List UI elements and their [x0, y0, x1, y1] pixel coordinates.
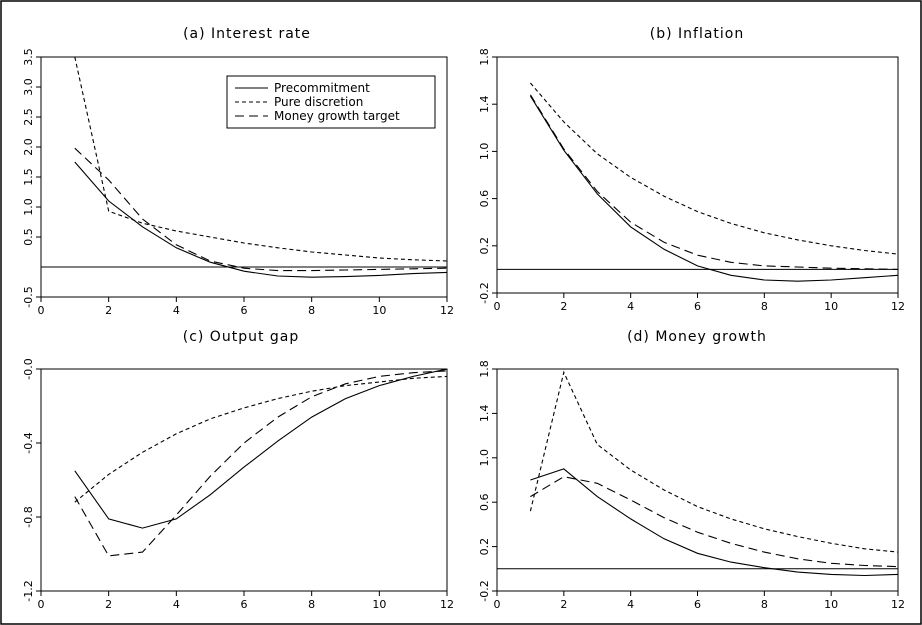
panel-c-ytick-0-0-label: -0.0 [22, 358, 35, 379]
panel-d-xtick-label-10: 10 [824, 598, 838, 611]
panel-a-ytick-1-0-label: 1.0 [22, 198, 35, 216]
panel-d-xtick-label-12: 12 [891, 598, 905, 611]
panel-a-xtick-label-6: 6 [241, 304, 248, 317]
panel-b-ytick-0-6-label: 0.6 [478, 190, 491, 208]
legend-box [226, 75, 436, 129]
panel-b-title: (b) Inflation [650, 26, 744, 42]
panel-a-series-money-growth-target [74, 147, 447, 272]
panel-a-ytick-2-0-label: 2.0 [22, 138, 35, 156]
panel-b-xtick-label-12: 12 [891, 300, 905, 313]
legend-label-money-growth-target: Money growth target [274, 109, 400, 123]
panel-d-ytick-1-4-label: 1.4 [478, 405, 491, 423]
panel-d-ytick-1-8-label: 1.8 [478, 360, 491, 378]
panel-d-ytick-0-2-label: -0.2 [478, 580, 491, 601]
panel-c-title: (c) Output gap [183, 329, 300, 345]
panel-a-xtick-label-0: 0 [38, 304, 45, 317]
panel-a-ytick-3-0-label: 3.0 [22, 78, 35, 96]
panel-c-xtick-label-6: 6 [241, 598, 248, 611]
panel-d-ytick-0-2-label: 0.2 [478, 538, 491, 556]
legend: Precommitment Pure discretion Money grow… [226, 75, 436, 129]
panel-c-xtick-label-10: 10 [372, 598, 386, 611]
panel-c-ytick-0-8-label: -0.8 [22, 506, 35, 527]
panel-d-xtick-label-8: 8 [761, 598, 768, 611]
panel-a-plot: 0 2 4 6 8 10 12 -0.5 0.5 1.0 1.5 2.0 2.5 3.0 3.5 [22, 48, 454, 317]
panel-b-xtick-label-4: 4 [627, 300, 634, 313]
panel-b-xtick-label-10: 10 [824, 300, 838, 313]
panel-c-xtick-label-0: 0 [38, 598, 45, 611]
panel-a: (a) Interest rate 0 2 4 6 8 10 12 -0.5 0.5 1.0 1.5… [22, 26, 454, 317]
panel-b: (b) Inflation 0 2 4 6 8 10 12 -0.2 0.2 0.6 1.0 1.4 1… [478, 26, 905, 313]
panel-b-xtick-label-8: 8 [761, 300, 768, 313]
panel-a-ytick-2-5-label: 2.5 [22, 108, 35, 126]
panel-b-ytick-0-2-label: -0.2 [478, 282, 491, 303]
panel-c-xtick-label-2: 2 [105, 598, 112, 611]
panel-c: (c) Output gap 0 2 4 6 8 10 12 -1.2 -0.8 -0.4 -0.0 [22, 329, 454, 611]
panel-b-xtick-label-6: 6 [694, 300, 701, 313]
panel-c-series-pure-discretion [74, 375, 447, 503]
panel-d-xtick-label-2: 2 [560, 598, 567, 611]
panel-d-xtick-label-0: 0 [494, 598, 501, 611]
panel-d-series-precommitment [530, 468, 898, 577]
panel-b-ytick-0-2-label: 0.2 [478, 237, 491, 255]
panel-b-xtick-label-2: 2 [560, 300, 567, 313]
legend-label-precommitment: Precommitment [274, 81, 370, 95]
panel-b-series-pure-discretion [529, 82, 898, 255]
panel-a-xtick-label-12: 12 [440, 304, 454, 317]
panel-a-ytick-3-5-label: 3.5 [22, 48, 35, 66]
panel-d-series-pure-discretion [529, 370, 898, 553]
panel-c-plot: 0 2 4 6 8 10 12 -1.2 -0.8 -0.4 -0.0 [22, 358, 454, 611]
panel-d-plot: 0 2 4 6 8 10 12 -0.2 0.2 0.6 1.0 1.4 1.8 [478, 360, 905, 611]
panel-c-xtick-label-4: 4 [173, 598, 180, 611]
panel-a-xtick-label-4: 4 [173, 304, 180, 317]
panel-c-ytick-1-2-label: -1.2 [22, 580, 35, 601]
panel-c-ytick-0-4-label: -0.4 [22, 432, 35, 453]
panel-a-ytick-0-5-label: -0.5 [22, 286, 35, 307]
panel-d-xtick-label-6: 6 [694, 598, 701, 611]
panel-d-ytick-0-6-label: 0.6 [478, 493, 491, 511]
panel-d-title: (d) Money growth [627, 329, 767, 345]
panel-a-ytick-1-5-label: 1.5 [22, 168, 35, 186]
legend-label-pure-discretion: Pure discretion [274, 95, 363, 109]
panel-c-xtick-label-12: 12 [440, 598, 454, 611]
panel-c-series-money-growth-target [74, 370, 447, 557]
panel-d-ytick-1-0-label: 1.0 [478, 449, 491, 467]
panel-a-title: (a) Interest rate [183, 26, 311, 42]
panel-d-series-money-growth-target [530, 476, 898, 568]
panel-d: (d) Money growth 0 2 4 6 8 10 12 -0.2 0.2 0.6 1.0 1… [478, 329, 905, 611]
panel-b-xtick-label-0: 0 [494, 300, 501, 313]
panel-a-xtick-label-8: 8 [308, 304, 315, 317]
panel-b-ytick-1-8-label: 1.8 [478, 48, 491, 66]
panel-a-xtick-label-10: 10 [372, 304, 386, 317]
panel-b-plot: 0 2 4 6 8 10 12 -0.2 0.2 0.6 1.0 1.4 1.8 [478, 48, 905, 313]
panel-b-series-money-growth-target [529, 94, 898, 270]
panel-d-xtick-label-4: 4 [627, 598, 634, 611]
panel-a-series-precommitment [74, 161, 447, 278]
panel-a-ytick-0-5-label: 0.5 [22, 228, 35, 246]
panel-a-xtick-label-2: 2 [105, 304, 112, 317]
panel-c-series-precommitment [74, 369, 447, 529]
panel-b-series-precommitment [529, 95, 898, 282]
panel-b-ytick-1-0-label: 1.0 [478, 143, 491, 161]
panel-c-xtick-label-8: 8 [308, 598, 315, 611]
panel-b-ytick-1-4-label: 1.4 [478, 95, 491, 113]
